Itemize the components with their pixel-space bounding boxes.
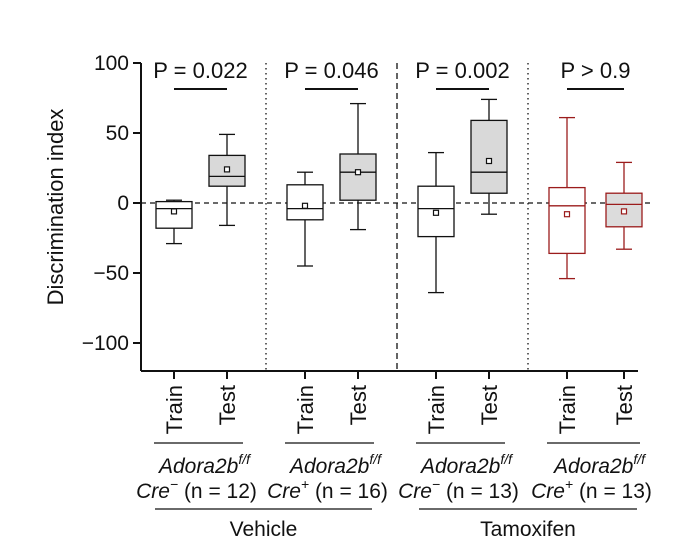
p-value-label: P = 0.022: [153, 58, 247, 83]
cre-n-label: Cre− (n = 12): [136, 476, 257, 503]
genotype-superscript: f/f: [238, 451, 252, 467]
genotype-label: Adora2bf/f: [419, 451, 514, 478]
box-iqr: [470, 119, 508, 194]
x-tick-label-train: Train: [162, 385, 187, 434]
cre-name: Cre: [136, 480, 170, 503]
treatment-label: Vehicle: [230, 518, 298, 541]
genotype-superscript: f/f: [633, 451, 647, 467]
genotype-label: Adora2bf/f: [157, 451, 252, 478]
x-tick-label-train: Train: [555, 385, 580, 434]
genotype-name: Adora2b: [552, 455, 634, 478]
y-tick-label: 0: [117, 192, 129, 215]
x-tick-label-test: Test: [612, 385, 637, 425]
box-train: [548, 116, 586, 280]
x-tick-label-test: Test: [215, 385, 240, 425]
box-train: [286, 171, 324, 267]
box-test: [605, 161, 643, 250]
mean-marker: [223, 166, 231, 173]
box-test: [339, 102, 377, 231]
genotype-superscript: f/f: [369, 451, 383, 467]
cre-sign: +: [301, 476, 309, 492]
x-tick-label-train: Train: [424, 385, 449, 434]
cre-name: Cre: [398, 480, 432, 503]
genotype-name: Adora2b: [157, 455, 239, 478]
mean-marker: [354, 169, 362, 176]
genotype-name: Adora2b: [288, 455, 370, 478]
box-test: [208, 133, 246, 227]
cre-sign: −: [432, 476, 440, 492]
box-iqr: [548, 186, 586, 255]
mean-marker: [432, 209, 440, 216]
genotype-label: Adora2bf/f: [552, 451, 647, 478]
genotype-label: Adora2bf/f: [288, 451, 383, 478]
sample-size: (n = 12): [178, 480, 257, 503]
box-test: [470, 98, 508, 215]
box-iqr: [286, 184, 324, 221]
genotype-superscript: f/f: [500, 451, 514, 467]
p-value-label: P = 0.046: [284, 58, 378, 83]
mean-marker: [563, 211, 571, 218]
x-tick-label-test: Test: [477, 385, 502, 425]
box-train: [155, 199, 193, 245]
mean-marker: [170, 208, 178, 215]
cre-sign: −: [170, 476, 178, 492]
treatment-label: Tamoxifen: [480, 518, 576, 541]
box-train: [417, 151, 455, 294]
sample-size: (n = 16): [309, 480, 388, 503]
x-tick-label-test: Test: [346, 385, 371, 425]
mean-marker: [485, 157, 493, 165]
box-iqr: [155, 200, 193, 229]
genotype-name: Adora2b: [419, 455, 501, 478]
sample-size: (n = 13): [440, 480, 519, 503]
mean-marker: [620, 208, 628, 215]
y-tick-label: −50: [93, 262, 129, 285]
p-value-label: P > 0.9: [561, 58, 631, 83]
box-iqr: [339, 153, 377, 201]
p-value-label: P = 0.002: [415, 58, 509, 83]
mean-marker: [301, 202, 309, 209]
y-tick-label: 50: [106, 122, 129, 145]
cre-n-label: Cre− (n = 13): [398, 476, 519, 503]
cre-name: Cre: [267, 480, 301, 503]
y-tick-label: 100: [94, 52, 129, 75]
y-axis-label: Discrimination index: [43, 109, 68, 306]
cre-n-label: Cre+ (n = 16): [267, 476, 388, 503]
cre-n-label: Cre+ (n = 13): [531, 476, 652, 503]
x-tick-label-train: Train: [293, 385, 318, 434]
y-tick-label: −100: [82, 332, 129, 355]
cre-name: Cre: [531, 480, 565, 503]
cre-sign: +: [565, 476, 573, 492]
sample-size: (n = 13): [573, 480, 652, 503]
